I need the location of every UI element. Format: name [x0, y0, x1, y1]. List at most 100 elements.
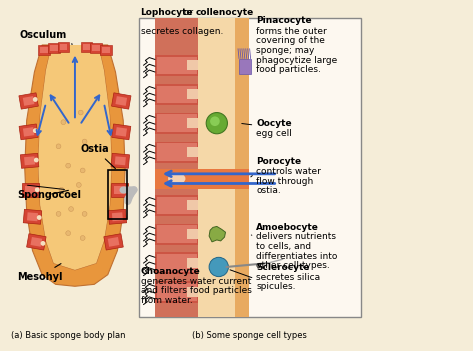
Bar [40, 47, 48, 53]
Bar [58, 42, 69, 52]
Text: Mesohyl: Mesohyl [17, 264, 62, 282]
Bar [155, 168, 249, 189]
Text: Choanocyte: Choanocyte [140, 267, 201, 276]
Polygon shape [30, 237, 42, 247]
Bar [157, 57, 197, 74]
Ellipse shape [34, 158, 39, 163]
Text: spicules.: spicules. [256, 283, 296, 291]
Polygon shape [23, 127, 35, 137]
Text: ostia.: ostia. [256, 186, 281, 196]
Bar [108, 171, 127, 219]
Bar [199, 18, 235, 317]
Circle shape [80, 236, 85, 240]
Polygon shape [19, 93, 38, 109]
Text: Osculum: Osculum [20, 30, 72, 44]
Bar [235, 18, 249, 317]
Polygon shape [112, 93, 131, 109]
Text: food particles.: food particles. [256, 65, 321, 74]
Circle shape [82, 211, 87, 216]
Ellipse shape [37, 215, 42, 220]
Polygon shape [112, 212, 123, 221]
Polygon shape [27, 212, 38, 221]
Text: to cells, and: to cells, and [256, 242, 312, 251]
Text: collenocyte: collenocyte [195, 8, 254, 17]
Text: Spongocoel: Spongocoel [17, 190, 81, 200]
Text: covering of the: covering of the [256, 36, 325, 45]
Bar [155, 113, 199, 134]
Polygon shape [23, 96, 35, 106]
Text: Lophocyte: Lophocyte [140, 8, 193, 17]
Text: other cell types.: other cell types. [256, 261, 330, 270]
Circle shape [69, 207, 73, 211]
Text: delivers nutrients: delivers nutrients [256, 232, 336, 241]
Bar [60, 44, 67, 50]
Bar [187, 90, 199, 99]
Circle shape [59, 187, 64, 192]
Polygon shape [19, 124, 38, 140]
Text: controls water: controls water [256, 167, 321, 176]
Circle shape [66, 163, 70, 168]
Text: from water.: from water. [140, 296, 193, 305]
Bar [187, 147, 199, 157]
Polygon shape [25, 45, 125, 286]
Bar [157, 114, 197, 132]
Circle shape [206, 113, 228, 134]
Bar [83, 44, 90, 50]
Polygon shape [111, 153, 130, 168]
Bar [157, 283, 197, 301]
Circle shape [80, 168, 85, 173]
Text: Oocyte: Oocyte [256, 119, 292, 128]
Bar [157, 144, 197, 161]
Bar [81, 42, 92, 52]
Bar [155, 84, 199, 105]
Polygon shape [22, 183, 39, 197]
Ellipse shape [35, 187, 40, 192]
Circle shape [56, 211, 61, 216]
Text: and filters food particles: and filters food particles [140, 286, 252, 295]
Polygon shape [20, 153, 39, 168]
Bar [187, 200, 199, 210]
Ellipse shape [41, 241, 45, 246]
Bar [38, 45, 50, 55]
Bar [155, 55, 199, 76]
Text: phagocytize large: phagocytize large [256, 55, 338, 65]
Bar [187, 258, 199, 268]
Polygon shape [23, 209, 42, 224]
Bar [155, 252, 199, 274]
Bar [102, 47, 110, 53]
Circle shape [56, 144, 61, 149]
Circle shape [209, 257, 228, 277]
Text: generates water current: generates water current [140, 277, 251, 286]
Bar [187, 287, 199, 297]
Bar [155, 141, 199, 163]
Polygon shape [114, 186, 124, 194]
Ellipse shape [33, 97, 38, 102]
Bar [48, 43, 60, 53]
Polygon shape [115, 127, 127, 137]
Polygon shape [209, 226, 226, 242]
Circle shape [61, 120, 66, 125]
Text: flow through: flow through [256, 177, 314, 186]
Bar [157, 254, 197, 272]
Polygon shape [26, 186, 36, 194]
Text: (b) Some sponge cell types: (b) Some sponge cell types [192, 331, 307, 340]
Text: differentiates into: differentiates into [256, 252, 338, 260]
Circle shape [77, 183, 81, 187]
Polygon shape [24, 156, 35, 165]
Text: (a) Basic sponge body plan: (a) Basic sponge body plan [11, 331, 125, 340]
Text: secretes silica: secretes silica [256, 273, 321, 282]
Bar [50, 45, 58, 51]
Bar [235, 168, 249, 189]
Polygon shape [108, 237, 119, 247]
Text: Porocyte: Porocyte [256, 158, 301, 166]
Polygon shape [26, 234, 46, 250]
Bar [90, 43, 102, 53]
Circle shape [210, 117, 220, 126]
Bar [139, 18, 360, 317]
Bar [92, 45, 100, 51]
Text: secretes collagen.: secretes collagen. [140, 27, 223, 36]
Bar [155, 18, 199, 317]
Text: forms the outer: forms the outer [256, 27, 327, 36]
Bar [155, 194, 199, 216]
Polygon shape [108, 209, 127, 224]
